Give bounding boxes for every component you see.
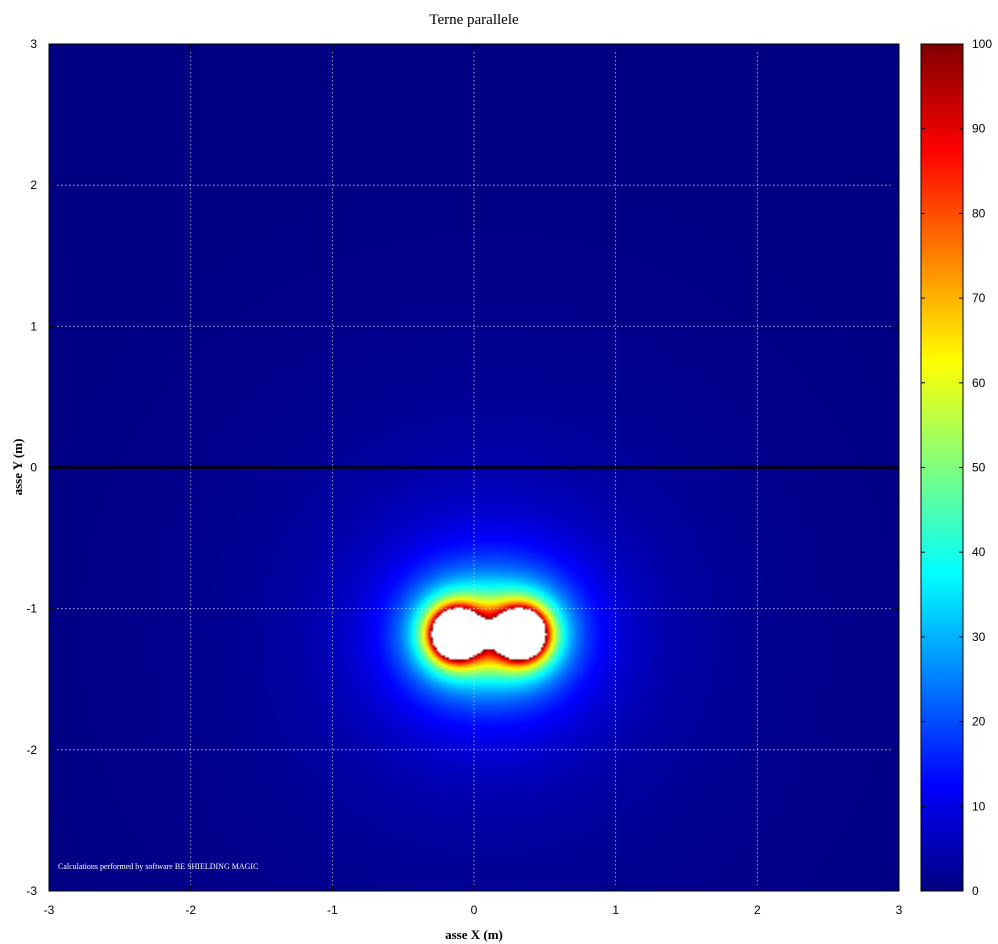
colorbar-tick-label: 30	[972, 630, 986, 644]
x-tick-label: 1	[612, 903, 619, 917]
chart-title: Terne parallele	[429, 12, 519, 28]
y-axis-label: asse Y (m)	[10, 439, 25, 496]
colorbar-tick-label: 70	[972, 291, 986, 305]
software-credit: Calculations performed by software BE SH…	[58, 862, 258, 871]
y-tick-label: 3	[30, 37, 37, 51]
colorbar	[920, 43, 964, 892]
colorbar-tick-label: 10	[972, 799, 986, 813]
x-tick-label: -2	[185, 903, 196, 917]
colorbar-tick-label: 0	[972, 884, 979, 898]
colorbar-tick-label: 60	[972, 376, 986, 390]
x-tick-label: 0	[471, 903, 478, 917]
colorbar-tick-label: 90	[972, 122, 986, 136]
x-tick-label: 3	[896, 903, 903, 917]
y-tick-label: 1	[30, 319, 37, 333]
y-tick-label: -1	[26, 602, 37, 616]
colorbar-tick-label: 100	[972, 37, 992, 51]
x-tick-label: 2	[754, 903, 761, 917]
x-tick-label: -1	[327, 903, 338, 917]
colorbar-tick-label: 50	[972, 461, 986, 475]
x-axis-ticks: -3 -2 -1 0 1 2 3	[44, 44, 903, 917]
colorbar-tick-label: 20	[972, 715, 986, 729]
y-axis-ticks: 3 2 1 0 -1 -2 -3	[26, 37, 899, 898]
y-tick-label: -3	[26, 884, 37, 898]
colorbar-tick-label: 80	[972, 206, 986, 220]
y-tick-label: -2	[26, 743, 37, 757]
x-tick-label: -3	[44, 903, 55, 917]
y-tick-label: 2	[30, 178, 37, 192]
colorbar-tick-label: 40	[972, 545, 986, 559]
y-tick-label: 0	[30, 461, 37, 475]
x-axis-label: asse X (m)	[445, 927, 503, 942]
